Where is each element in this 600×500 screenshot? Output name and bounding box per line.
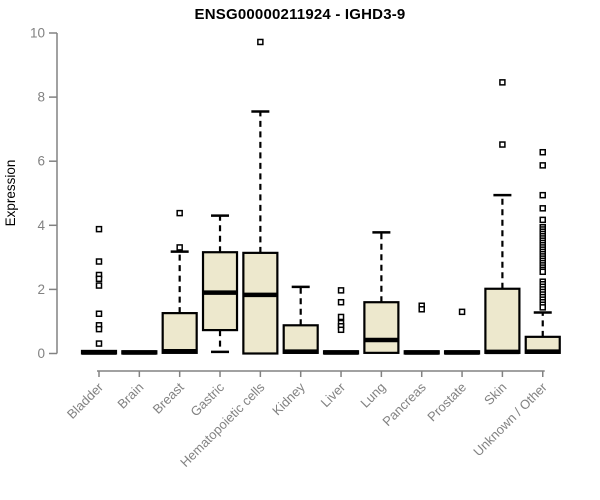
outlier-point-pancreas	[418, 306, 425, 313]
y-tick-label: 6	[37, 154, 45, 169]
outlier-point-unknown-other	[539, 191, 546, 199]
x-tick-label-unknown-other: Unknown / Other	[470, 379, 550, 459]
x-tick-label-kidney: Kidney	[269, 379, 308, 418]
x-tick-label-liver: Liver	[318, 379, 349, 410]
x-tick-label-prostate: Prostate	[424, 380, 469, 425]
outlier-point-unknown-other	[539, 162, 546, 169]
chart-title: ENSG00000211924 - IGHD3-9	[194, 6, 406, 23]
outlier-point-bladder	[95, 340, 103, 347]
x-tick-label-bladder: Bladder	[64, 379, 107, 422]
y-tick-label: 10	[30, 26, 45, 41]
outlier-point-bladder	[95, 282, 103, 289]
outlier-point-unknown-other	[539, 148, 546, 156]
outlier-point-unknown-other	[539, 268, 546, 276]
x-tick-label-breast: Breast	[150, 379, 187, 416]
x-tick-label-lung: Lung	[357, 380, 388, 411]
y-tick-label: 2	[37, 282, 45, 297]
outlier-point-liver	[337, 298, 345, 306]
box-skin	[484, 287, 521, 354]
outlier-point-bladder	[95, 258, 103, 265]
y-axis-title: Expression	[3, 160, 18, 227]
outlier-point-bladder	[95, 275, 103, 283]
outlier-point-hematopoietic-cells	[257, 38, 264, 46]
box-kidney	[282, 324, 319, 354]
outlier-point-bladder	[95, 225, 103, 233]
outlier-point-breast	[176, 209, 183, 217]
x-tick-label-gastric: Gastric	[187, 379, 227, 419]
outlier-point-unknown-other	[539, 216, 546, 224]
x-tick-label-skin: Skin	[481, 380, 509, 408]
outlier-point-bladder	[95, 310, 103, 318]
outlier-point-liver	[337, 287, 345, 294]
outlier-point-prostate	[458, 308, 466, 316]
y-tick-label: 8	[37, 90, 45, 105]
x-tick-label-pancreas: Pancreas	[379, 379, 429, 429]
outlier-point-liver	[337, 313, 345, 321]
outlier-point-liver	[337, 326, 345, 334]
y-tick-label: 4	[37, 218, 45, 233]
box-lung	[363, 301, 400, 354]
box-hematopoietic-cells	[242, 251, 279, 355]
outlier-point-breast	[176, 244, 183, 251]
outlier-point-skin	[499, 79, 506, 86]
outlier-point-unknown-other	[539, 304, 546, 311]
outlier-point-bladder	[95, 325, 103, 333]
box-breast	[161, 312, 198, 354]
outlier-point-unknown-other	[539, 205, 546, 212]
x-tick-label-brain: Brain	[114, 380, 146, 412]
outlier-point-skin	[499, 141, 506, 148]
y-tick-label: 0	[37, 346, 45, 361]
